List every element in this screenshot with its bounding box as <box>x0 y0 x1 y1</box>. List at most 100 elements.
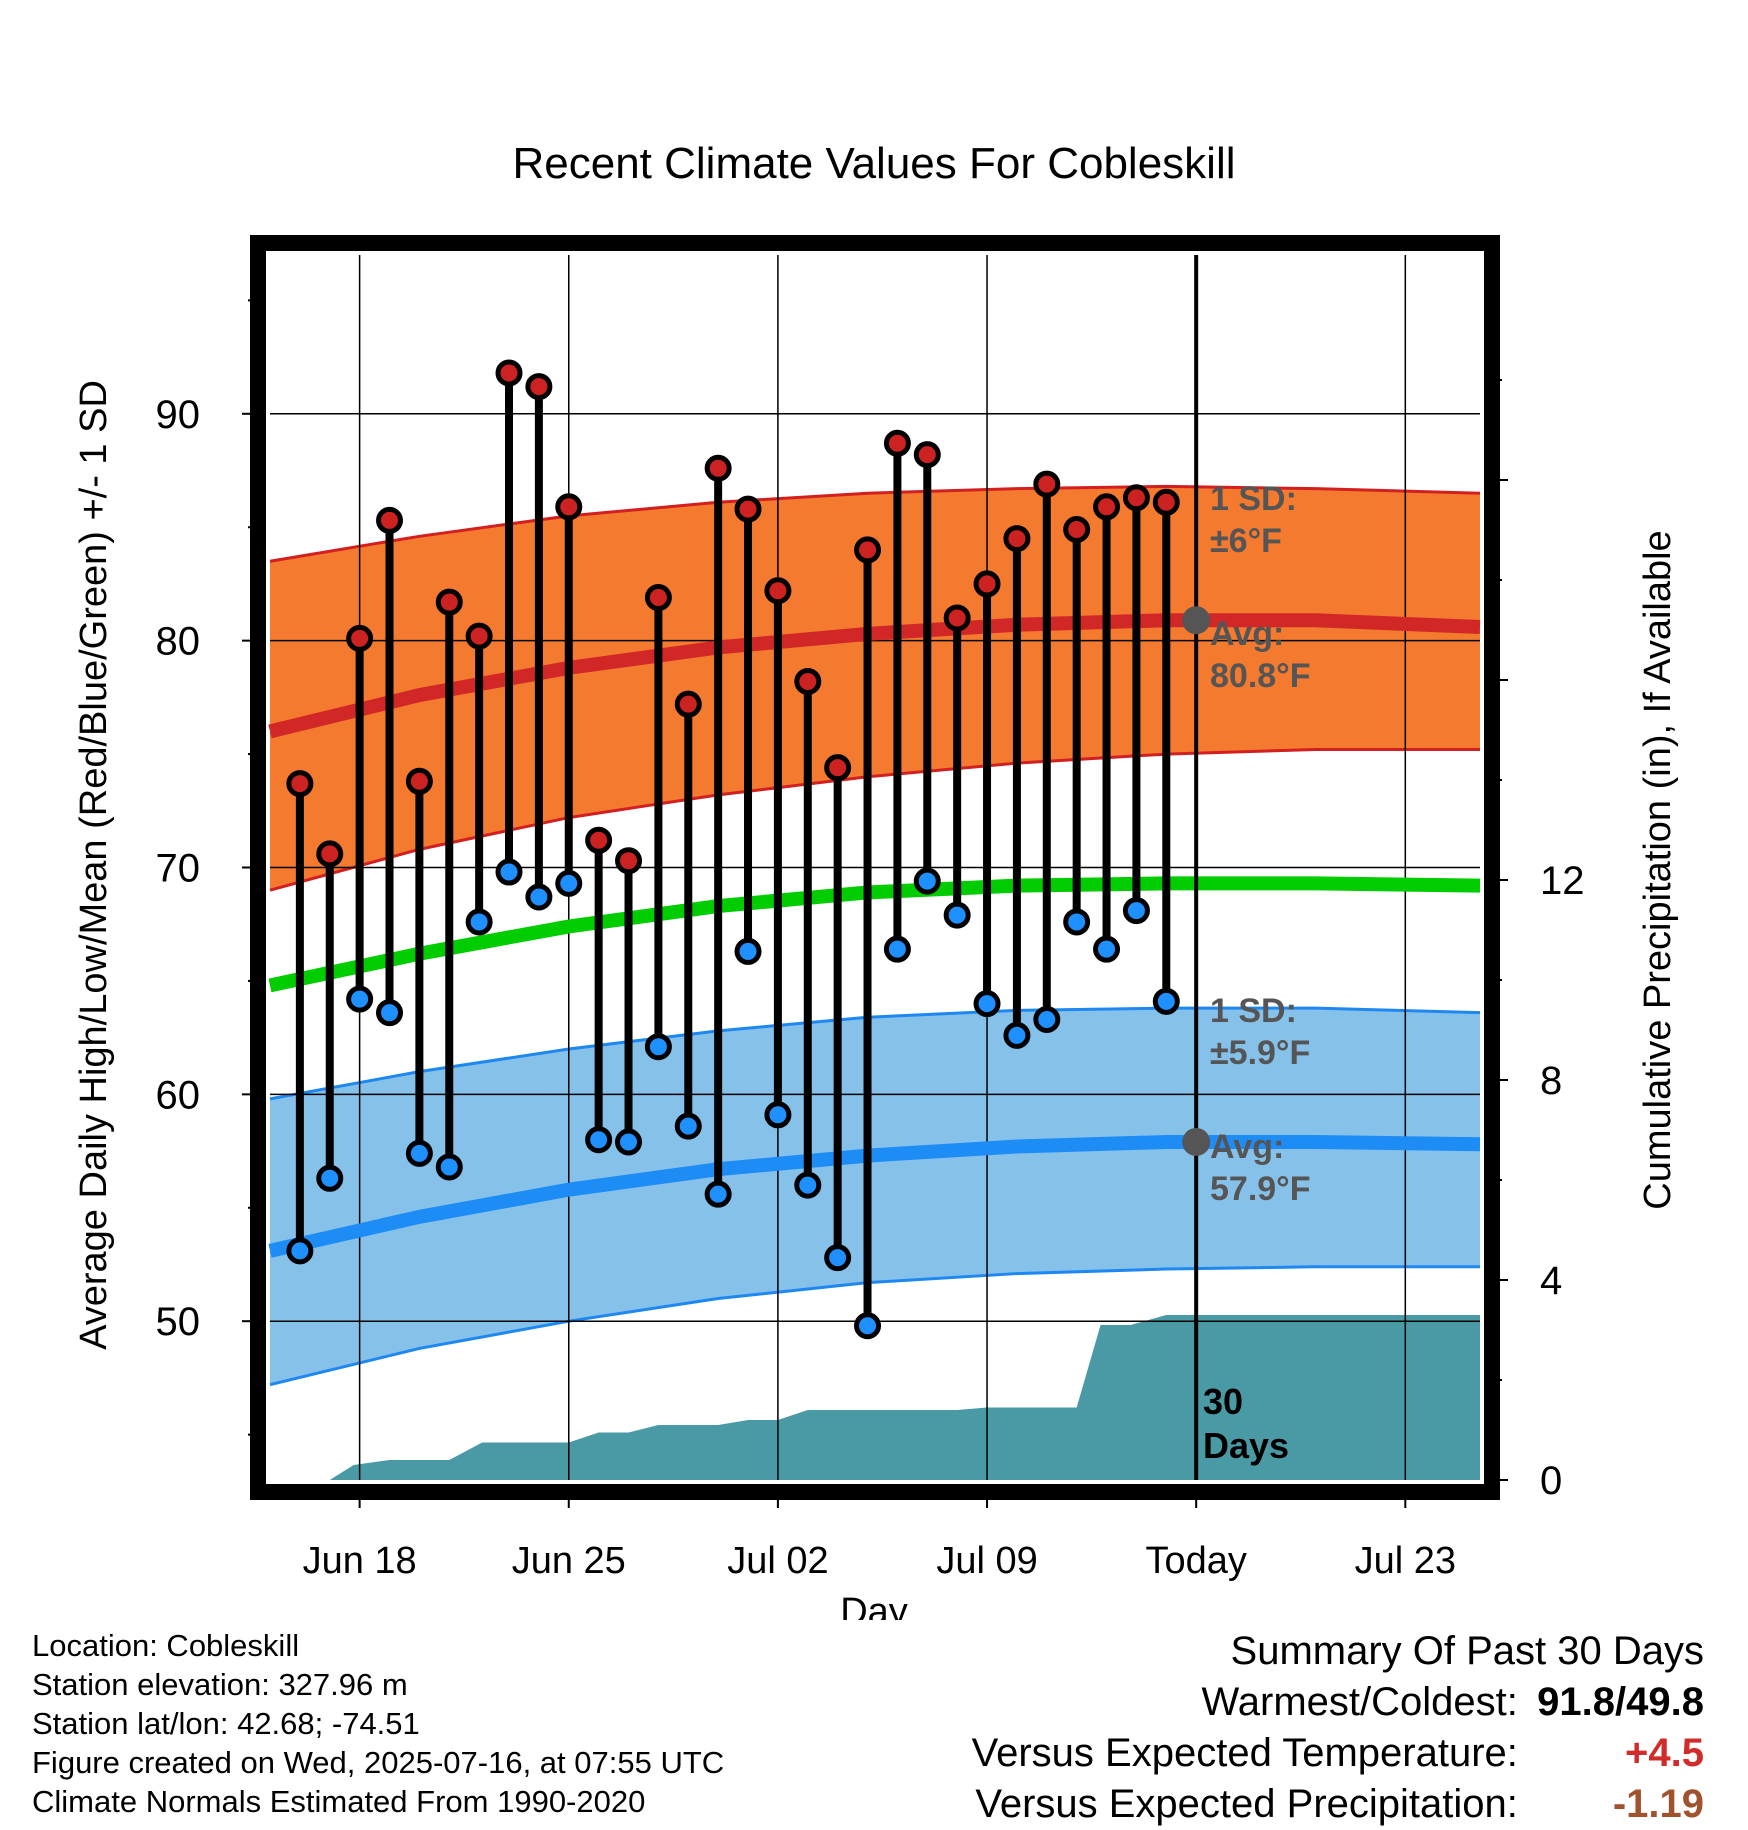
low-sd-band <box>270 1008 1480 1385</box>
today-label-line2: Days <box>1203 1425 1289 1466</box>
daily-high-point <box>794 667 822 695</box>
warm-cold-value: 91.8/49.8 <box>1537 1680 1704 1724</box>
daily-high-point <box>704 454 732 482</box>
daily-low-point <box>734 937 762 965</box>
high-sd-value-annotation: ±6°F <box>1210 522 1282 560</box>
daily-low-point <box>286 1237 314 1265</box>
x-tick-label: Jun 25 <box>512 1540 626 1582</box>
info-normals: Climate Normals Estimated From 1990-2020 <box>32 1784 646 1819</box>
y2-tick-label: 4 <box>1540 1259 1562 1303</box>
daily-high-point <box>734 495 762 523</box>
daily-low-point <box>824 1244 852 1272</box>
daily-low-point <box>465 908 493 936</box>
y2-tick-label: 12 <box>1540 859 1585 903</box>
high-sd-annotation: 1 SD: <box>1210 480 1297 518</box>
plot-area: 1 SD: ±6°F Avg: 80.8°F 1 SD: ±5.9°F Avg: 57.9°F… <box>156 235 1585 1582</box>
daily-high-point <box>764 577 792 605</box>
daily-high-point <box>286 770 314 798</box>
daily-high-point <box>644 584 672 612</box>
daily-low-point <box>883 935 911 963</box>
daily-low-point <box>794 1171 822 1199</box>
y2-tick-label: 0 <box>1540 1459 1562 1503</box>
daily-high-point <box>465 622 493 650</box>
daily-high-point <box>943 604 971 632</box>
daily-low-point <box>1122 897 1150 925</box>
daily-high-point <box>525 373 553 401</box>
daily-high-point <box>1093 493 1121 521</box>
daily-low-point <box>435 1153 463 1181</box>
y-axis-label: Average Daily High/Low/Mean (Red/Blue/Gr… <box>73 380 115 1350</box>
x-tick-label: Today <box>1145 1540 1246 1582</box>
today-low-avg-point <box>1182 1127 1211 1156</box>
y-tick-label: 70 <box>156 847 201 891</box>
y-tick-label: 60 <box>156 1073 201 1117</box>
daily-low-point <box>644 1033 672 1061</box>
info-elevation: Station elevation: 327.96 m <box>32 1667 408 1702</box>
daily-high-point <box>435 588 463 616</box>
x-tick-label: Jun 18 <box>303 1540 417 1582</box>
high-avg-annotation: Avg: <box>1210 615 1284 653</box>
daily-low-point <box>615 1128 643 1156</box>
y-tick-label: 50 <box>156 1300 201 1344</box>
daily-low-point <box>316 1164 344 1192</box>
daily-high-point <box>615 847 643 875</box>
daily-high-point <box>883 429 911 457</box>
daily-low-point <box>913 867 941 895</box>
daily-low-point <box>585 1126 613 1154</box>
daily-high-point <box>1152 488 1180 516</box>
daily-low-point <box>764 1101 792 1129</box>
x-axis-label: Day <box>840 1591 908 1620</box>
daily-low-point <box>1003 1021 1031 1049</box>
daily-high-point <box>346 624 374 652</box>
summary-temp: Versus Expected Temperature: +4.5 <box>972 1728 1704 1779</box>
high-sd-upper-line <box>269 484 1481 563</box>
chart-title: Recent Climate Values For Cobleskill <box>512 139 1235 188</box>
daily-low-point <box>555 869 583 897</box>
daily-low-point <box>405 1139 433 1167</box>
daily-high-point <box>405 767 433 795</box>
summary-warm-cold: Warmest/Coldest: 91.8/49.8 <box>972 1677 1705 1728</box>
daily-low-point <box>854 1312 882 1340</box>
daily-low-point <box>1093 935 1121 963</box>
daily-high-point <box>495 359 523 387</box>
daily-high-point <box>854 536 882 564</box>
daily-low-point <box>346 985 374 1013</box>
precip-value: -1.19 <box>1612 1782 1704 1826</box>
info-created: Figure created on Wed, 2025-07-16, at 07… <box>32 1745 725 1780</box>
daily-high-point <box>1063 515 1091 543</box>
daily-low-point <box>943 901 971 929</box>
station-info: Location: Cobleskill Station elevation: … <box>32 1626 724 1821</box>
daily-high-point <box>585 826 613 854</box>
daily-high-point <box>376 506 404 534</box>
climate-chart: Recent Climate Values For Cobleskill 1 S… <box>73 139 1679 1620</box>
low-avg-value-annotation: 57.9°F <box>1210 1170 1311 1208</box>
daily-low-point <box>674 1112 702 1140</box>
daily-high-point <box>824 754 852 782</box>
y2-tick-label: 8 <box>1540 1059 1562 1103</box>
daily-high-point <box>555 493 583 521</box>
high-avg-value-annotation: 80.8°F <box>1210 657 1311 695</box>
daily-high-point <box>1003 525 1031 553</box>
daily-high-point <box>316 840 344 868</box>
info-latlon: Station lat/lon: 42.68; -74.51 <box>32 1706 420 1741</box>
coldest-value: 49.8 <box>1626 1680 1704 1724</box>
daily-high-point <box>674 690 702 718</box>
warmest-value: 91.8 <box>1537 1680 1616 1724</box>
daily-low-point <box>1063 908 1091 936</box>
y-tick-label: 80 <box>156 620 201 664</box>
precip-area <box>329 1315 1481 1480</box>
x-tick-label: Jul 02 <box>727 1540 828 1582</box>
x-tick-label: Jul 23 <box>1355 1540 1456 1582</box>
daily-low-point <box>704 1180 732 1208</box>
precip-label: Versus Expected Precipitation: <box>975 1782 1518 1826</box>
y2-axis-label: Cumulative Precipitation (in), If Availa… <box>1637 530 1679 1209</box>
daily-low-point <box>376 999 404 1027</box>
daily-low-point <box>495 858 523 886</box>
today-label-line1: 30 <box>1203 1381 1243 1422</box>
daily-high-point <box>973 570 1001 598</box>
low-avg-annotation: Avg: <box>1210 1128 1284 1166</box>
daily-low-point <box>525 883 553 911</box>
today-high-avg-point <box>1182 606 1211 635</box>
low-sd-value-annotation: ±5.9°F <box>1210 1034 1310 1072</box>
daily-high-point <box>913 441 941 469</box>
